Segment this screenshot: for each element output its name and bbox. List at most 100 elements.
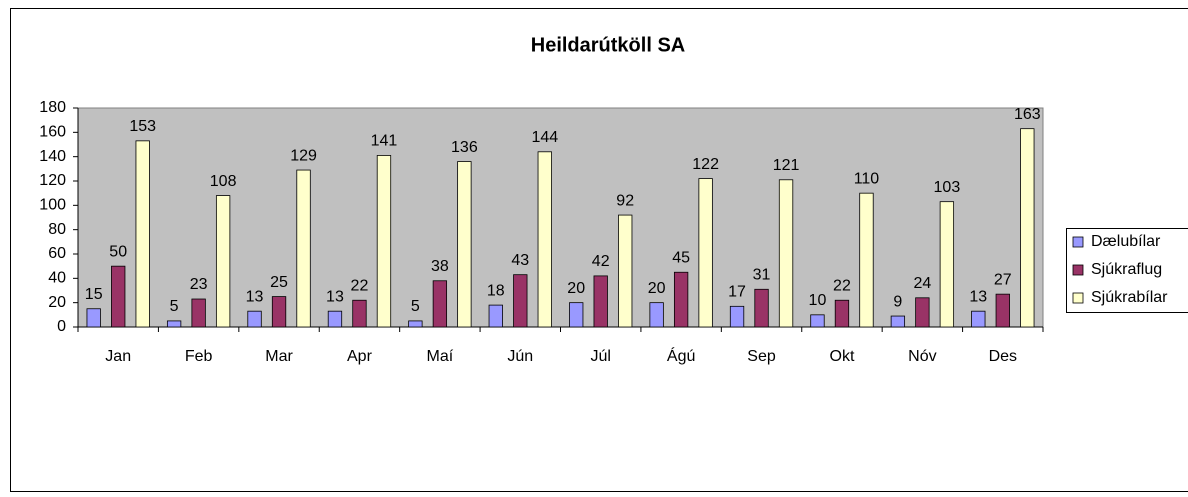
data-label: 92: [616, 192, 634, 209]
data-label: 38: [431, 258, 449, 275]
bar: [86, 308, 101, 328]
bar: [810, 314, 825, 328]
x-tick-label: Okt: [830, 348, 855, 365]
bar: [111, 265, 126, 328]
legend-label: Sjúkraflug: [1091, 261, 1162, 278]
data-label: 24: [913, 275, 931, 292]
data-label: 23: [190, 276, 208, 293]
bar: [166, 320, 182, 328]
data-label: 27: [994, 271, 1012, 288]
legend-box: [1066, 228, 1188, 313]
data-label: 43: [511, 252, 529, 269]
data-label: 18: [487, 282, 505, 299]
data-label: 153: [129, 118, 156, 135]
data-label: 5: [411, 298, 420, 315]
bar: [915, 297, 930, 328]
data-label: 22: [351, 277, 369, 294]
data-label: 20: [648, 280, 666, 297]
data-label: 129: [290, 147, 317, 164]
y-tick-label: 60: [48, 245, 66, 262]
x-tick-label: Des: [989, 348, 1017, 365]
data-label: 13: [969, 288, 987, 305]
bar: [537, 151, 552, 328]
data-label: 17: [728, 284, 746, 301]
y-tick-label: 140: [39, 148, 66, 165]
bar: [593, 275, 608, 328]
legend-swatch: [1072, 292, 1084, 304]
x-tick-label: Jan: [105, 348, 131, 365]
bar: [890, 315, 906, 328]
data-label: 141: [371, 133, 398, 150]
chart-title: Heildarútköll SA: [531, 34, 685, 56]
data-label: 31: [753, 267, 771, 284]
data-label: 110: [854, 170, 880, 187]
bar: [569, 302, 584, 328]
bar: [135, 140, 150, 328]
data-label: 10: [809, 292, 827, 309]
data-label: 20: [567, 280, 585, 297]
bar: [352, 299, 367, 328]
x-tick-label: Sep: [747, 348, 776, 365]
bar: [327, 310, 343, 328]
bar: [247, 310, 262, 328]
bar: [215, 195, 231, 328]
data-label: 13: [326, 288, 344, 305]
legend-label: Dælubílar: [1091, 233, 1161, 250]
bar: [834, 299, 850, 328]
data-label: 45: [672, 249, 690, 266]
data-label: 108: [210, 173, 237, 190]
bar: [859, 192, 874, 328]
data-label: 136: [451, 139, 478, 156]
bar: [191, 298, 206, 328]
data-label: 42: [592, 253, 610, 270]
bar: [1020, 128, 1035, 328]
legend-label: Sjúkrabílar: [1091, 289, 1168, 306]
data-label: 5: [170, 298, 179, 315]
bar: [408, 320, 423, 328]
legend-swatch: [1072, 264, 1084, 276]
bar: [971, 310, 986, 328]
data-label: 15: [85, 286, 103, 303]
data-label: 50: [109, 243, 127, 260]
x-tick-label: Mar: [265, 348, 293, 365]
data-label: 13: [246, 288, 264, 305]
bar: [995, 293, 1010, 328]
x-tick-label: Nóv: [908, 348, 936, 365]
data-label: 144: [531, 129, 558, 146]
bar: [754, 288, 769, 328]
bar: [488, 304, 503, 328]
bar: [271, 296, 287, 328]
bar: [457, 161, 472, 328]
y-tick-label: 180: [39, 99, 66, 116]
x-tick-label: Feb: [185, 348, 213, 365]
data-label: 121: [773, 157, 800, 174]
data-label: 25: [270, 274, 288, 291]
x-tick-label: Apr: [347, 348, 373, 365]
legend-swatch: [1072, 236, 1084, 248]
x-tick-label: Jún: [507, 348, 533, 365]
bar: [432, 280, 448, 328]
bar: [778, 179, 794, 328]
x-tick-label: Maí: [427, 348, 454, 365]
data-label: 103: [934, 179, 961, 196]
y-tick-label: 80: [48, 221, 66, 238]
y-tick-label: 20: [48, 294, 66, 311]
x-tick-label: Ágú: [667, 346, 695, 365]
bar: [673, 271, 689, 328]
bar: [729, 305, 745, 328]
y-tick-label: 120: [39, 172, 66, 189]
bar: [618, 214, 633, 328]
data-label: 163: [1014, 106, 1041, 123]
data-label: 22: [833, 277, 851, 294]
data-label: 122: [692, 156, 719, 173]
bar: [939, 201, 955, 328]
y-tick-label: 160: [39, 124, 66, 141]
bar: [698, 178, 713, 328]
bar: [376, 155, 392, 328]
bar: [649, 302, 664, 328]
y-tick-label: 100: [39, 197, 66, 214]
data-label: 9: [893, 293, 902, 310]
x-tick-label: Júl: [590, 348, 610, 365]
bar: [296, 169, 311, 328]
